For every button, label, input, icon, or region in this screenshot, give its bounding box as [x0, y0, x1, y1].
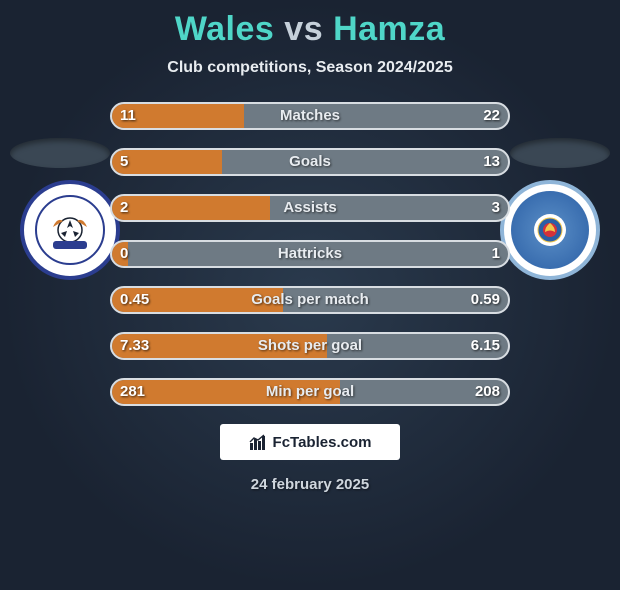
- brand-logo-icon: [249, 433, 267, 451]
- comparison-date: 24 february 2025: [0, 476, 620, 493]
- player2-name: Hamza: [333, 10, 445, 48]
- stat-row: 1122Matches: [110, 102, 510, 130]
- stat-bar-fill: [112, 196, 270, 220]
- stat-bar-fill: [112, 104, 244, 128]
- stat-bar-track: [110, 378, 510, 406]
- subtitle: Club competitions, Season 2024/2025: [0, 59, 620, 77]
- brand-badge: FcTables.com: [220, 424, 400, 460]
- player1-name: Wales: [175, 10, 275, 48]
- stat-bar-fill: [112, 380, 340, 404]
- stat-bar-track: [110, 286, 510, 314]
- stat-bar-fill: [112, 288, 283, 312]
- brand-text: FcTables.com: [273, 434, 372, 451]
- stat-bar-track: [110, 102, 510, 130]
- stat-row: 513Goals: [110, 148, 510, 176]
- vs-text: vs: [284, 10, 323, 48]
- stat-bar-fill: [112, 334, 327, 358]
- stat-row: 7.336.15Shots per goal: [110, 332, 510, 360]
- comparison-title: Wales vs Hamza: [0, 10, 620, 49]
- stat-row: 23Assists: [110, 194, 510, 222]
- stat-row: 281208Min per goal: [110, 378, 510, 406]
- stat-bar-track: [110, 240, 510, 268]
- stat-bar-fill: [112, 150, 222, 174]
- stat-row: 0.450.59Goals per match: [110, 286, 510, 314]
- stats-area: 1122Matches 513Goals 23Assists 01Hattricks 0…: [0, 102, 620, 493]
- stat-bar-track: [110, 332, 510, 360]
- stat-bar-track: [110, 194, 510, 222]
- stat-bar-track: [110, 148, 510, 176]
- stat-bars: 1122Matches 513Goals 23Assists 01Hattricks 0…: [110, 102, 510, 406]
- stat-row: 01Hattricks: [110, 240, 510, 268]
- stat-bar-fill: [112, 242, 128, 266]
